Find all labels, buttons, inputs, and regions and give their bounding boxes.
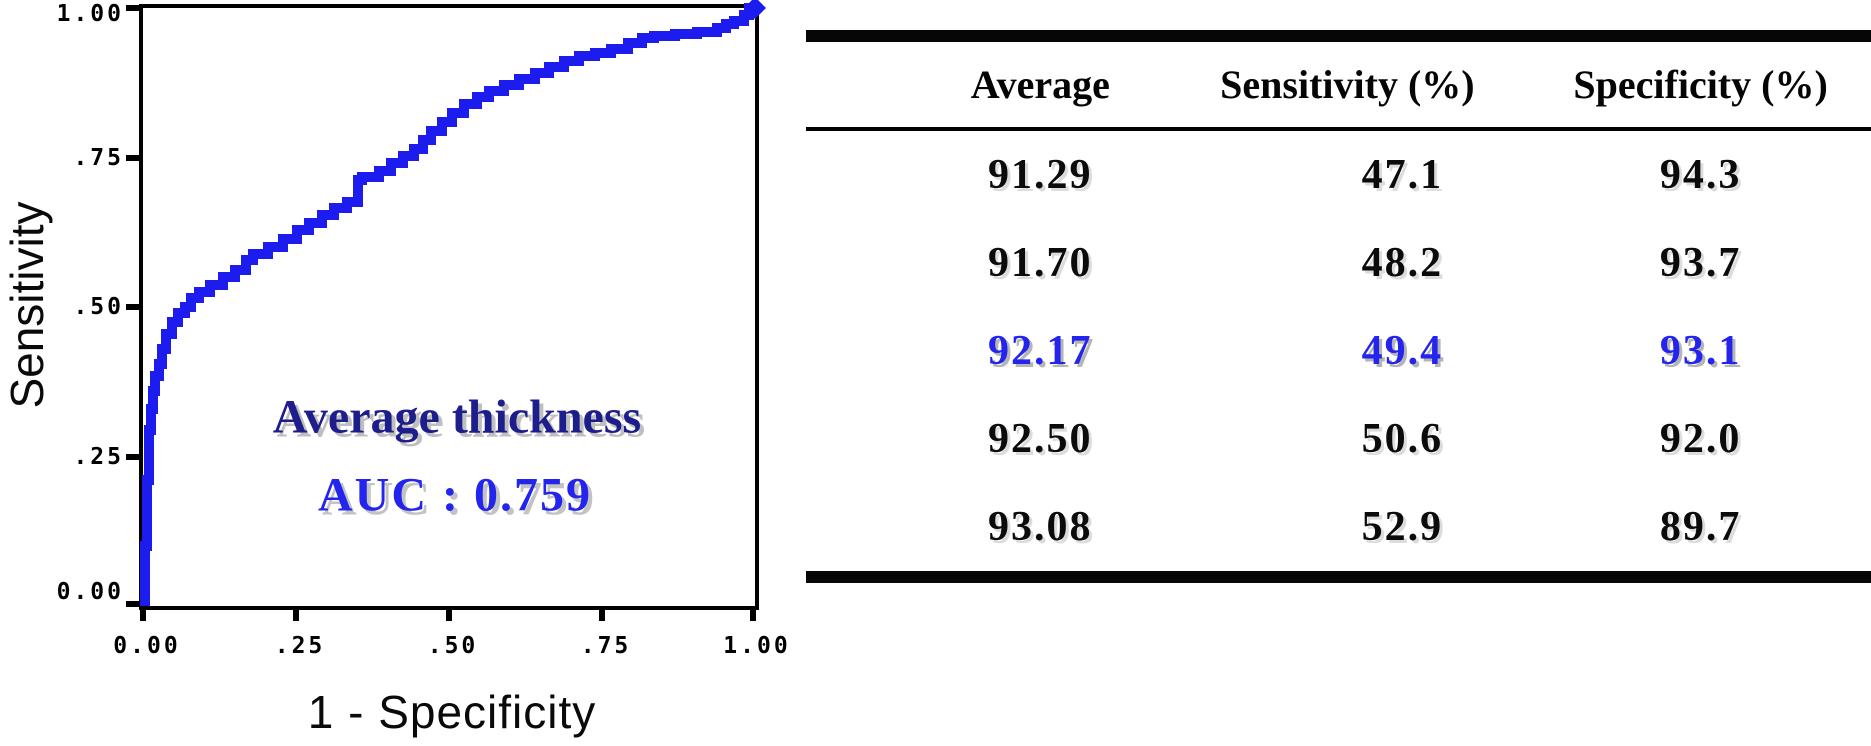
table-cell: 52.9 (1361, 504, 1444, 550)
table-rows: 91.29 47.1 94.3 91.70 48.2 93.7 92.17 49.4 93.1 9… (806, 131, 1871, 571)
x-tick (293, 610, 299, 621)
table-cell: 49.4 (1361, 328, 1444, 374)
table-cell: 91.70 (988, 240, 1093, 286)
x-tick (446, 610, 452, 621)
y-tick-label: .50 (73, 294, 124, 320)
table-cell: 92.50 (988, 416, 1093, 462)
table-row: 91.29 47.1 94.3 (806, 131, 1871, 219)
x-tick-label: .25 (274, 633, 326, 659)
roc-curve (140, 0, 766, 606)
table-cell: 92.17 (988, 328, 1093, 374)
table-cell: 89.7 (1659, 504, 1742, 550)
table-row: 92.50 50.6 92.0 (806, 395, 1871, 483)
y-tick (126, 5, 139, 11)
x-tick (750, 610, 756, 621)
y-tick-label: .75 (73, 145, 124, 171)
y-tick-label: 1.00 (56, 1, 124, 27)
y-tick (126, 601, 139, 607)
column-header-sensitivity: Sensitivity (%) (1220, 62, 1475, 107)
y-tick (126, 155, 139, 161)
x-tick (140, 610, 146, 621)
table-cell: 91.29 (988, 152, 1093, 198)
x-tick-label: .50 (427, 633, 479, 659)
table-header-row: Average Sensitivity (%) Specificity (%) (806, 42, 1871, 131)
y-tick-label: 0.00 (56, 579, 124, 605)
y-tick (126, 454, 139, 460)
table-cell: 50.6 (1361, 416, 1444, 462)
table-row: 93.08 52.9 89.7 (806, 483, 1871, 571)
table-row: 92.17 49.4 93.1 (806, 307, 1871, 395)
column-header-specificity: Specificity (%) (1573, 62, 1828, 107)
x-tick-label: 1.00 (723, 633, 791, 659)
x-tick-label: 0.00 (113, 633, 181, 659)
table-cell: 92.0 (1659, 416, 1742, 462)
y-axis-label: Sensitivity (1, 201, 53, 409)
roc-curve-end-marker (744, 0, 766, 19)
table-cell: 48.2 (1361, 240, 1444, 286)
table-cell: 94.3 (1659, 152, 1742, 198)
plot-frame (139, 0, 766, 610)
column-header-average: Average (970, 62, 1110, 107)
x-tick-label: .75 (580, 633, 632, 659)
results-table: Average Sensitivity (%) Specificity (%) … (806, 30, 1871, 583)
table-cell: 93.08 (988, 504, 1093, 550)
table-cell: 47.1 (1361, 152, 1444, 198)
x-axis-label: 1 - Specificity (307, 686, 597, 738)
table-cell: 93.1 (1659, 328, 1742, 374)
x-tick (599, 610, 605, 621)
annotation-auc-value: AUC : 0.759 (318, 468, 592, 522)
y-tick (126, 304, 139, 310)
table-cell: 93.7 (1659, 240, 1742, 286)
roc-curve-path (140, 3, 755, 606)
annotation-series-name: Average thickness (272, 390, 642, 444)
y-tick-label: .25 (73, 444, 124, 470)
table-row: 91.70 48.2 93.7 (806, 219, 1871, 307)
